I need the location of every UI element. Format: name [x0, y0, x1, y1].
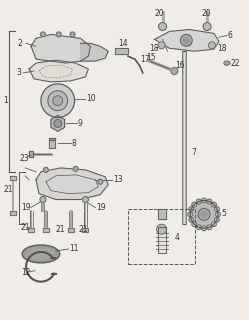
Ellipse shape [22, 245, 60, 263]
Polygon shape [31, 35, 90, 63]
Bar [10, 212, 16, 215]
Text: 8: 8 [72, 139, 76, 148]
Circle shape [211, 202, 216, 207]
Circle shape [214, 207, 219, 212]
Circle shape [196, 199, 201, 204]
Text: 13: 13 [113, 175, 123, 184]
Circle shape [202, 198, 207, 203]
Text: 1: 1 [3, 96, 8, 105]
Text: 9: 9 [77, 119, 82, 128]
Bar [158, 227, 166, 253]
Text: 18: 18 [217, 44, 226, 53]
Circle shape [192, 202, 197, 207]
Text: 6: 6 [228, 31, 233, 40]
Text: 21: 21 [78, 225, 88, 234]
Ellipse shape [27, 249, 55, 259]
Circle shape [171, 68, 178, 75]
Bar [10, 176, 16, 180]
Text: 20: 20 [201, 9, 211, 18]
Bar [115, 48, 128, 54]
Circle shape [190, 201, 218, 228]
Polygon shape [29, 60, 88, 82]
Text: 17: 17 [140, 55, 149, 64]
Circle shape [70, 32, 75, 37]
Text: 19: 19 [21, 203, 31, 212]
Circle shape [183, 37, 189, 43]
Circle shape [207, 199, 212, 204]
Circle shape [201, 212, 207, 217]
Circle shape [158, 42, 165, 49]
Text: 22: 22 [231, 59, 240, 68]
Circle shape [214, 217, 219, 222]
Text: 12: 12 [21, 268, 31, 277]
Text: 7: 7 [191, 148, 196, 156]
Circle shape [40, 32, 45, 37]
Circle shape [53, 96, 63, 106]
Bar [28, 228, 34, 232]
Circle shape [215, 212, 220, 217]
Polygon shape [155, 29, 219, 51]
Bar [128, 210, 195, 264]
Text: 21: 21 [56, 225, 65, 234]
Circle shape [98, 179, 103, 184]
Text: 18: 18 [149, 44, 158, 53]
Text: 5: 5 [221, 209, 226, 218]
Bar [43, 228, 49, 232]
Bar [49, 140, 55, 148]
Polygon shape [80, 43, 108, 61]
Text: 15: 15 [146, 53, 155, 62]
Circle shape [211, 222, 216, 227]
Circle shape [189, 207, 194, 212]
Circle shape [203, 22, 211, 30]
Circle shape [43, 167, 48, 172]
Ellipse shape [224, 61, 230, 65]
Circle shape [188, 212, 193, 217]
Circle shape [56, 32, 61, 37]
Polygon shape [51, 116, 64, 131]
Text: 14: 14 [118, 39, 128, 48]
Circle shape [209, 42, 215, 49]
Text: 2: 2 [17, 39, 22, 48]
Circle shape [189, 217, 194, 222]
Bar [49, 138, 55, 140]
Bar [29, 151, 33, 157]
Text: 21: 21 [3, 185, 13, 194]
Text: 19: 19 [96, 203, 106, 212]
Circle shape [54, 119, 62, 127]
Bar [68, 228, 73, 232]
Circle shape [196, 225, 201, 230]
Polygon shape [36, 168, 108, 200]
Bar [82, 228, 88, 232]
Circle shape [40, 196, 46, 203]
Text: 3: 3 [16, 68, 21, 77]
Circle shape [82, 196, 88, 203]
Circle shape [198, 208, 210, 220]
Circle shape [73, 166, 78, 172]
Text: 4: 4 [175, 233, 179, 242]
Text: 21: 21 [20, 223, 30, 232]
Bar [158, 210, 166, 219]
Text: 23: 23 [19, 154, 29, 163]
Text: 16: 16 [176, 60, 185, 69]
Circle shape [41, 84, 74, 117]
Text: 20: 20 [155, 9, 164, 18]
Circle shape [159, 22, 167, 30]
Circle shape [192, 222, 197, 227]
Circle shape [180, 35, 192, 46]
Circle shape [157, 224, 167, 234]
Text: 11: 11 [70, 244, 79, 253]
Circle shape [202, 226, 207, 231]
Circle shape [207, 225, 212, 230]
Text: 10: 10 [86, 94, 96, 103]
Circle shape [48, 91, 68, 110]
